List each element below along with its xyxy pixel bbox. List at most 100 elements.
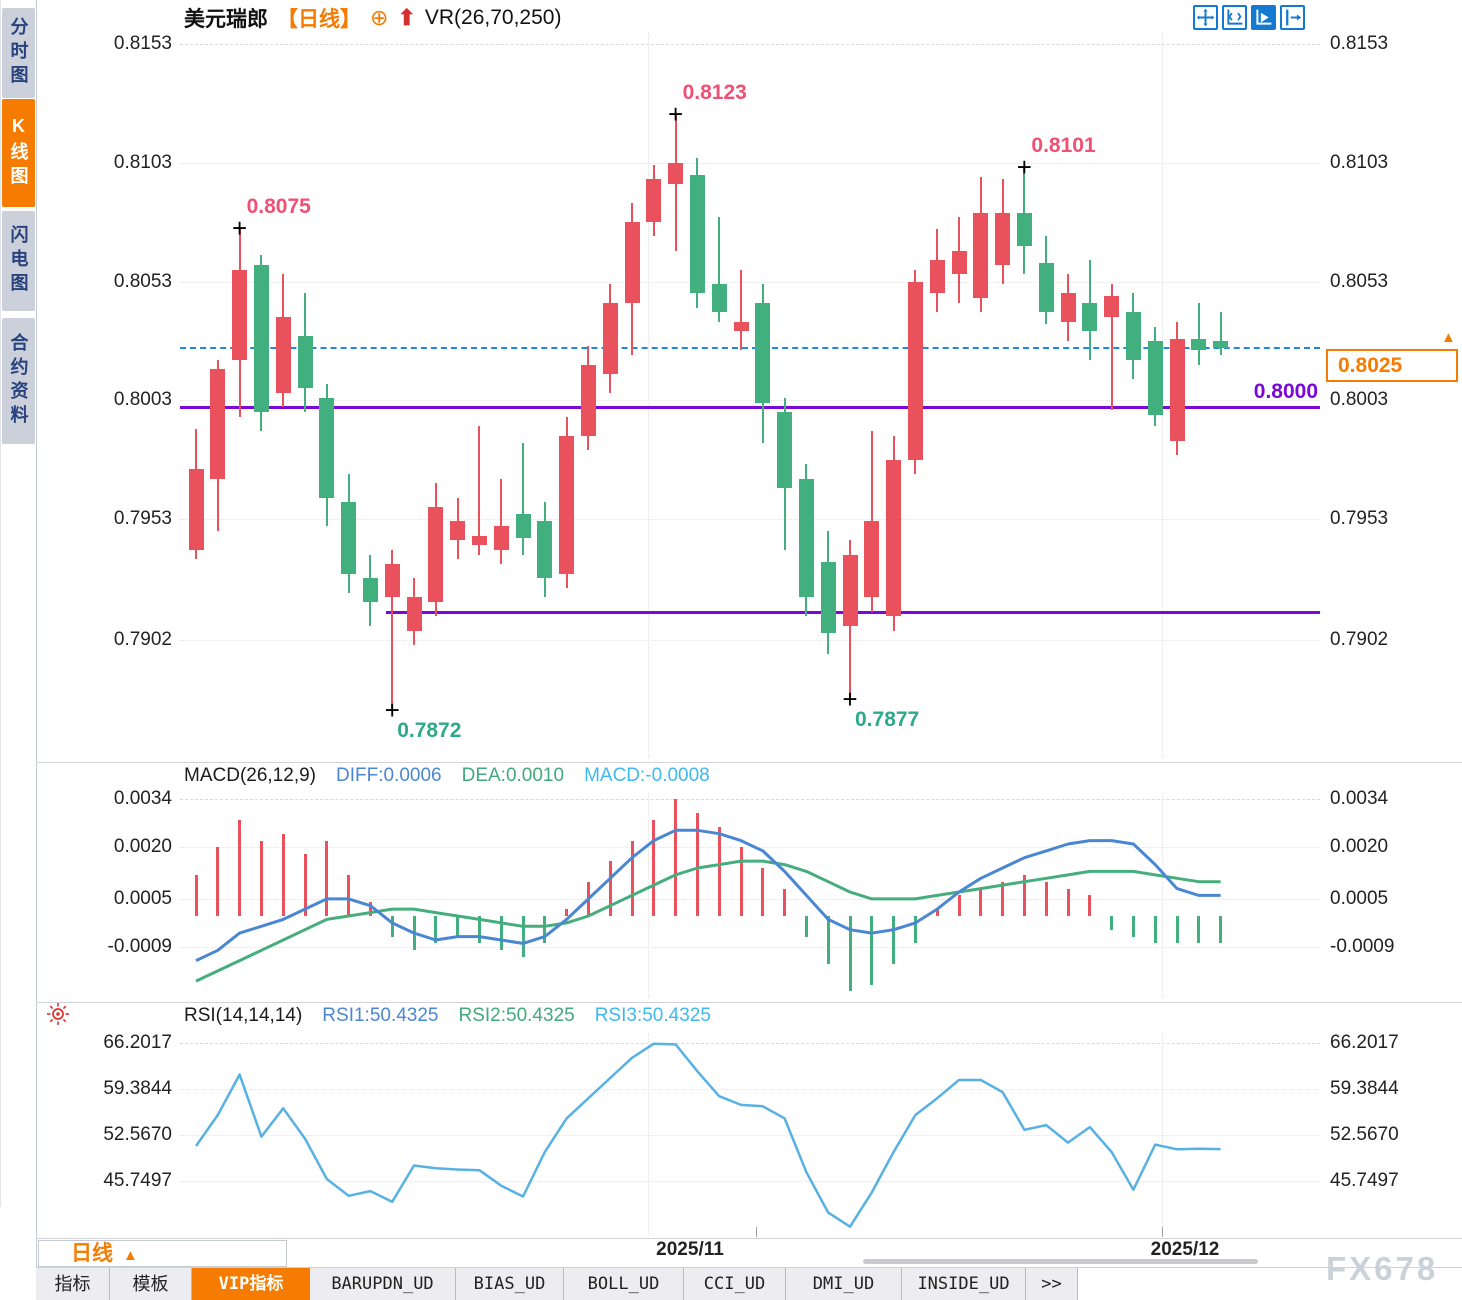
- axis-label-left: 59.3844: [103, 1077, 172, 1099]
- candle: [668, 162, 684, 185]
- rsi-title[interactable]: RSI(14,14,14): [184, 1005, 303, 1026]
- symbol-title: 美元瑞郎: [184, 8, 268, 31]
- macd-title[interactable]: MACD(26,12,9): [184, 765, 316, 786]
- candle: [820, 561, 836, 634]
- candle: [275, 317, 291, 394]
- add-indicator-icon[interactable]: ⊕: [370, 5, 389, 30]
- candle: [777, 412, 793, 489]
- indicator-tab-cci_ud[interactable]: CCI_UD: [684, 1268, 786, 1300]
- indicator-tab-[interactable]: 模板: [110, 1268, 192, 1300]
- sidebar-tab-4[interactable]: 合约资料: [2, 318, 35, 444]
- indicator-tab-boll_ud[interactable]: BOLL_UD: [564, 1268, 684, 1300]
- macd-histogram-bar: [565, 909, 569, 916]
- axis-label-left: 0.8003: [113, 389, 172, 411]
- month-gridline: [648, 793, 649, 998]
- candle: [493, 526, 509, 550]
- axis-label-left: 0.0005: [113, 887, 172, 909]
- candle: [537, 521, 553, 579]
- gridline: [180, 1043, 1320, 1044]
- macd-histogram-bar: [892, 916, 896, 964]
- chart-header: 美元瑞郎 【日线】 ⊕ ⬆ VR(26,70,250): [184, 4, 561, 32]
- gridline: [180, 1180, 1320, 1182]
- candle: [1213, 340, 1229, 349]
- month-gridline: [1162, 1034, 1163, 1236]
- gridline: [180, 847, 1320, 849]
- gridline: [180, 281, 1320, 283]
- macd-histogram-bar: [783, 888, 787, 916]
- low-annotation: 0.7872: [397, 719, 462, 743]
- indicator-tab-dmi_ud[interactable]: DMI_UD: [786, 1268, 902, 1300]
- candle: [1191, 338, 1207, 351]
- candle: [341, 502, 357, 574]
- indicator-tab-barupdn_ud[interactable]: BARUPDN_UD: [310, 1268, 456, 1300]
- macd-histogram-bar: [390, 916, 394, 937]
- gridline: [180, 898, 1320, 900]
- period-tag[interactable]: 【日线】: [277, 8, 361, 31]
- candle: [1038, 262, 1054, 313]
- candle-wick: [500, 478, 503, 565]
- horizontal-scrollbar[interactable]: [863, 1259, 1258, 1264]
- candle: [1125, 312, 1141, 360]
- x-axis-label-dec: 2025/12: [1150, 1239, 1220, 1260]
- candle: [580, 364, 596, 436]
- candle: [624, 222, 640, 303]
- page-forward-icon[interactable]: [1280, 5, 1305, 30]
- candle: [253, 264, 269, 413]
- candle: [232, 269, 248, 360]
- macd-histogram-bar: [586, 881, 590, 916]
- candle: [842, 554, 858, 626]
- indicator-tab-vip[interactable]: VIP指标: [192, 1268, 310, 1300]
- macd-histogram-bar: [216, 847, 220, 916]
- macd-histogram-bar: [739, 847, 743, 916]
- macd-histogram-bar: [325, 840, 329, 916]
- high-annotation: 0.8075: [246, 195, 311, 219]
- candle-wick: [1197, 302, 1200, 365]
- playback-icon[interactable]: [1251, 5, 1276, 30]
- month-gridline: [648, 1034, 649, 1236]
- candle-wick: [522, 443, 524, 555]
- macd-histogram-bar: [1219, 916, 1223, 944]
- indicator-tab-[interactable]: >>: [1026, 1268, 1078, 1300]
- candle: [602, 302, 618, 375]
- macd-histogram-bar: [630, 840, 634, 916]
- watermark: FX678: [1326, 1250, 1439, 1287]
- period-selector-button[interactable]: 日线 ▲: [38, 1240, 287, 1267]
- macd-histogram-bar: [1175, 916, 1179, 944]
- rsi1-value: RSI1:50.4325: [322, 1005, 439, 1026]
- macd-histogram-bar: [979, 888, 983, 916]
- indicator-tab-[interactable]: 指标: [36, 1268, 110, 1300]
- macd-dea-value: DEA:0.0010: [461, 765, 565, 786]
- pan-icon[interactable]: [1193, 5, 1218, 30]
- macd-histogram-bar: [1044, 881, 1048, 916]
- axis-label-left: 0.0034: [113, 788, 172, 810]
- current-price-line: [180, 347, 1320, 350]
- sidebar-tab-3[interactable]: 闪电图: [2, 211, 35, 311]
- macd-histogram-bar: [1022, 874, 1026, 916]
- macd-histogram-bar: [848, 916, 852, 992]
- candle-wick: [1110, 283, 1113, 410]
- candle-wick: [478, 426, 481, 555]
- macd-histogram-bar: [1131, 916, 1135, 937]
- x-axis-tick: [1162, 1227, 1163, 1237]
- x-axis-label-nov: 2025/11: [656, 1239, 724, 1260]
- candle: [929, 260, 945, 294]
- axis-zoom-icon[interactable]: [1222, 5, 1247, 30]
- indicator-tab-inside_ud[interactable]: INSIDE_UD: [902, 1268, 1026, 1300]
- macd-histogram-bar: [1110, 916, 1114, 930]
- macd-histogram-bar: [935, 909, 939, 916]
- sidebar-tab-1[interactable]: 分时图: [2, 8, 35, 98]
- axis-label-left: 52.5670: [103, 1123, 172, 1145]
- macd-histogram-bar: [194, 874, 198, 916]
- sidebar-tab-2[interactable]: K线图: [2, 99, 35, 207]
- axis-label-right: 0.8003: [1330, 389, 1389, 411]
- price-arrow-icon: ▲: [1441, 329, 1456, 346]
- axis-label-right: -0.0009: [1330, 935, 1395, 957]
- indicator-settings-icon[interactable]: [46, 1002, 70, 1026]
- gridline: [180, 946, 1320, 948]
- macd-histogram-bar: [957, 895, 961, 916]
- tab-row-border: [36, 1267, 1462, 1268]
- indicator-tab-bias_ud[interactable]: BIAS_UD: [456, 1268, 564, 1300]
- candlestick-chart-area[interactable]: 0.8153 0.8153 0.8103 0.8103 0.8053 0.8053 0.80…: [0, 0, 1462, 1236]
- support-line-8000: [180, 406, 1320, 410]
- macd-histogram-bar: [303, 854, 307, 916]
